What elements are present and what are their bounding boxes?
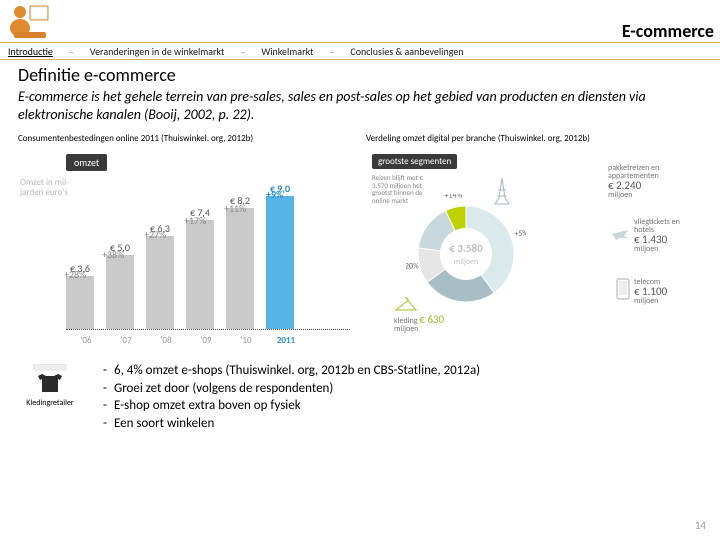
nav-sep: – bbox=[59, 45, 84, 58]
definition-text: E-commerce is het gehele terrein van pre… bbox=[18, 88, 702, 123]
bar-chart: omzet Omzet in mil-jarden euro's € 3,6 € … bbox=[18, 148, 354, 348]
bar-'06: € 3,6 bbox=[66, 276, 94, 329]
bar-chart-column: Consumentenbestedingen online 2011 (Thui… bbox=[18, 133, 354, 348]
svg-text:+5%: +5% bbox=[514, 229, 526, 239]
callout-vlieg: vliegtickets en hotels € 1.430 miljoen bbox=[634, 218, 698, 253]
growth-pct-1: +38% bbox=[102, 248, 124, 261]
logo-person-icon bbox=[8, 2, 52, 40]
svg-text:+20%: +20% bbox=[406, 261, 419, 271]
pie-svg: +5% +20% +14% € 3.580 miljoen bbox=[406, 194, 526, 314]
hanger-icon bbox=[394, 296, 418, 312]
svg-text:+14%: +14% bbox=[444, 194, 462, 200]
pie-chart: grootste segmenten Reizen blijft met € 3… bbox=[366, 148, 702, 348]
bar-2011: € 9,0 bbox=[266, 196, 294, 329]
section-title: Definitie e-commerce bbox=[18, 64, 702, 86]
retailer-box: Kledingretailer bbox=[18, 362, 82, 408]
badge-segmenten: grootste segmenten bbox=[372, 154, 457, 169]
bar-'09: € 7,4 bbox=[186, 220, 214, 329]
eiffel-icon bbox=[491, 176, 513, 206]
nav-conclusies[interactable]: Conclusies & aanbevelingen bbox=[344, 45, 469, 58]
callout-pakket: pakketreizen en appartementen € 2.240 mi… bbox=[608, 164, 698, 199]
retailer-label: Kledingretailer bbox=[18, 398, 82, 408]
nav-introductie[interactable]: Introductie bbox=[2, 45, 59, 58]
growth-pct-2: +27% bbox=[144, 228, 166, 241]
growth-pct-3: +17% bbox=[184, 214, 206, 227]
bar-chart-caption: Consumentenbestedingen online 2011 (Thui… bbox=[18, 133, 354, 144]
callout-kleding: kleding € 630 miljoen bbox=[394, 314, 444, 333]
pie-chart-column: Verdeling omzet digital per branche (Thu… bbox=[366, 133, 702, 348]
growth-pct-4: +11% bbox=[224, 202, 246, 215]
nav-winkelmarkt[interactable]: Winkelmarkt bbox=[255, 45, 319, 58]
bullet-2: Groei zet door (volgens de respondenten) bbox=[114, 380, 333, 398]
nav-bar: Introductie – Veranderingen in de winkel… bbox=[0, 42, 720, 60]
phone-icon bbox=[616, 278, 630, 300]
bullet-1: 6, 4% omzet e-shops (Thuiswinkel. org, 2… bbox=[114, 362, 480, 380]
bullet-3: E-shop omzet extra boven op fysiek bbox=[114, 397, 301, 415]
page-number: 14 bbox=[695, 519, 706, 532]
bar-'10: € 8,2 bbox=[226, 208, 254, 329]
svg-text:miljoen: miljoen bbox=[454, 257, 478, 267]
bullet-list: -6, 4% omzet e-shops (Thuiswinkel. org, … bbox=[96, 362, 480, 432]
page-title: E-commerce bbox=[622, 20, 714, 42]
bar-y-label: Omzet in mil-jarden euro's bbox=[20, 178, 69, 198]
bullet-4: Een soort winkelen bbox=[114, 415, 214, 433]
pie-chart-caption: Verdeling omzet digital per branche (Thu… bbox=[366, 133, 702, 144]
nav-veranderingen[interactable]: Veranderingen in de winkelmarkt bbox=[84, 45, 230, 58]
callout-telecom: telecom € 1.100 miljoen bbox=[634, 278, 698, 305]
bar-'08: € 6,3 bbox=[146, 236, 174, 329]
badge-omzet: omzet bbox=[66, 154, 107, 171]
svg-text:€ 3.580: € 3.580 bbox=[449, 242, 483, 255]
growth-pct-0: +28% bbox=[64, 268, 86, 281]
shirt-icon bbox=[30, 362, 70, 396]
plane-icon bbox=[610, 226, 630, 242]
growth-pct-5: +9% bbox=[266, 188, 283, 201]
bar-'07: € 5,0 bbox=[106, 255, 134, 329]
